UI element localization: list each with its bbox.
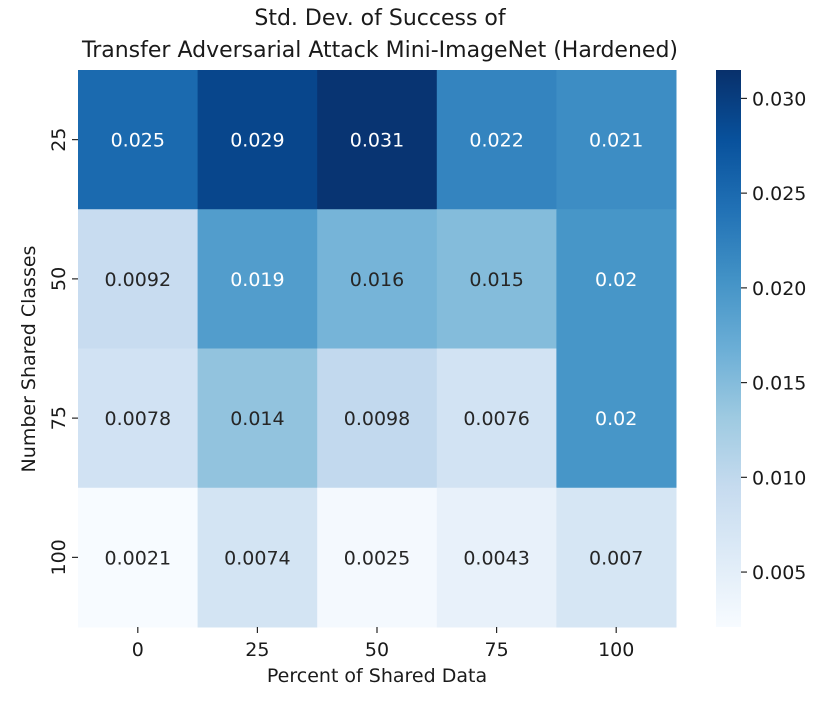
heatmap-cell (197, 209, 318, 349)
x-tick-label: 100 (598, 639, 634, 661)
x-tick-label: 50 (365, 639, 389, 661)
y-tick-label: 75 (48, 406, 70, 430)
cell-value-label: 0.0098 (344, 408, 410, 430)
heatmap-cell (556, 70, 677, 210)
heatmap-cell (436, 209, 557, 349)
cell-value-label: 0.0074 (224, 547, 290, 569)
colorbar-tick-label: 0.015 (752, 373, 806, 395)
cell-value-label: 0.0025 (344, 547, 410, 569)
y-axis-label: Number Shared Classes (18, 245, 40, 473)
cell-value-label: 0.0043 (463, 547, 529, 569)
colorbar-gradient (716, 70, 741, 627)
cell-value-label: 0.029 (230, 130, 284, 152)
cell-value-label: 0.02 (595, 269, 637, 291)
heatmap-cell (317, 209, 438, 349)
heatmap-cell (317, 70, 438, 210)
heatmap-cells (78, 70, 677, 628)
cell-value-label: 0.007 (589, 547, 643, 569)
cell-value-label: 0.021 (589, 130, 643, 152)
x-tick-label: 25 (245, 639, 269, 661)
cell-value-label: 0.0021 (105, 547, 171, 569)
heatmap-cell (78, 487, 199, 628)
cell-value-label: 0.02 (595, 408, 637, 430)
cell-value-label: 0.0076 (463, 408, 529, 430)
y-tick-label: 100 (48, 539, 70, 575)
x-axis-label: Percent of Shared Data (266, 665, 488, 687)
x-axis-ticks: 0 25 50 75 100 (132, 627, 634, 661)
heatmap-cell (556, 209, 677, 349)
heatmap-cell (317, 348, 438, 489)
heatmap-cell (317, 487, 438, 628)
cell-value-label: 0.025 (111, 130, 165, 152)
colorbar-tick-label: 0.020 (752, 278, 806, 300)
heatmap-cell (556, 487, 677, 628)
cell-value-label: 0.022 (469, 130, 523, 152)
chart-title-line-2: Transfer Adversarial Attack Mini-ImageNe… (82, 38, 678, 63)
cell-value-label: 0.015 (469, 269, 523, 291)
heatmap-cell (197, 487, 318, 628)
heatmap-cell (78, 70, 199, 210)
colorbar-tick-label: 0.025 (752, 183, 806, 205)
cell-value-label: 0.031 (350, 130, 404, 152)
y-tick-label: 25 (48, 128, 70, 152)
heatmap-cell (78, 209, 199, 349)
colorbar-tick-label: 0.005 (752, 562, 806, 584)
colorbar-tick-label: 0.030 (752, 88, 806, 110)
cell-value-label: 0.014 (230, 408, 284, 430)
heatmap-cell-labels: 0.025 0.029 0.031 0.022 0.021 0.0092 0.019 0.01… (105, 130, 644, 570)
heatmap-cell (197, 348, 318, 489)
cell-value-label: 0.019 (230, 269, 284, 291)
y-tick-label: 50 (48, 267, 70, 291)
cell-value-label: 0.0092 (105, 269, 171, 291)
y-axis-ticks: 25 50 75 100 (48, 128, 78, 576)
colorbar-tick-label: 0.010 (752, 467, 806, 489)
heatmap-cell (436, 348, 557, 489)
heatmap-cell (197, 70, 318, 210)
cell-value-label: 0.016 (350, 269, 404, 291)
chart-title-line-1: Std. Dev. of Success of (254, 6, 506, 31)
heatmap-cell (556, 348, 677, 489)
cell-value-label: 0.0078 (105, 408, 171, 430)
x-tick-label: 0 (132, 639, 144, 661)
heatmap-cell (436, 487, 557, 628)
heatmap-cell (78, 348, 199, 489)
heatmap-cell (436, 70, 557, 210)
colorbar: 0.005 0.010 0.015 0.020 0.025 0.030 (716, 70, 806, 627)
x-tick-label: 75 (485, 639, 509, 661)
